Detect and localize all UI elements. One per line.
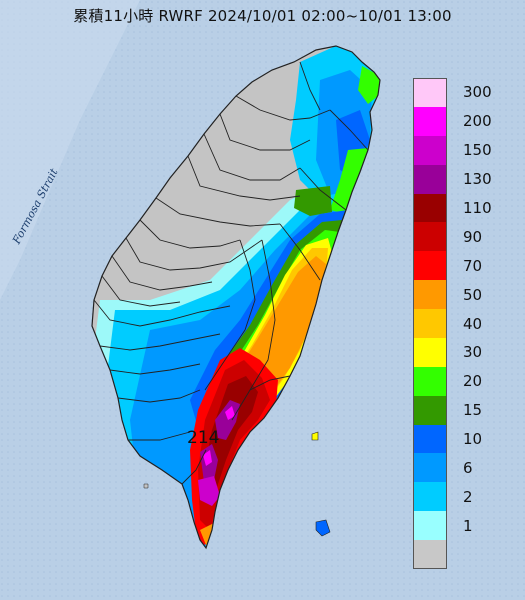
legend-label: 15 — [463, 401, 483, 420]
legend-label: 20 — [463, 372, 483, 391]
legend-label: 6 — [463, 458, 473, 477]
legend-label: 2 — [463, 487, 473, 506]
peak-rainfall-label: 214 — [187, 428, 220, 448]
legend-label: 110 — [463, 198, 492, 217]
legend-swatch — [413, 78, 447, 107]
legend-swatch — [413, 482, 447, 512]
map-title: 累積11小時 RWRF 2024/10/01 02:00~10/01 13:00 — [73, 7, 452, 25]
legend-swatch — [413, 222, 447, 252]
orchid-island — [315, 519, 331, 537]
legend-label: 70 — [463, 256, 483, 275]
legend-label: 10 — [463, 430, 483, 449]
legend-label: 150 — [463, 141, 492, 160]
legend-swatch — [413, 540, 447, 569]
legend-label: 40 — [463, 314, 483, 333]
legend-label: 300 — [463, 83, 492, 102]
legend-swatch — [413, 164, 447, 194]
legend-swatch — [413, 135, 447, 165]
legend-swatch — [413, 280, 447, 310]
legend-label: 30 — [463, 343, 483, 362]
legend-label: 90 — [463, 227, 483, 246]
admin-boundaries — [91, 45, 381, 549]
legend-swatch — [413, 424, 447, 454]
legend-swatch — [413, 511, 447, 541]
legend-label: 1 — [463, 516, 473, 535]
legend-label: 50 — [463, 285, 483, 304]
legend-swatch — [413, 366, 447, 396]
legend-label: 200 — [463, 112, 492, 131]
legend-swatch — [413, 251, 447, 281]
legend-swatch — [413, 337, 447, 367]
legend-label: 130 — [463, 170, 492, 189]
legend-swatch — [413, 193, 447, 223]
legend-swatch — [413, 395, 447, 425]
legend-swatch — [413, 453, 447, 483]
legend-swatch — [413, 106, 447, 136]
legend-swatch — [413, 309, 447, 338]
